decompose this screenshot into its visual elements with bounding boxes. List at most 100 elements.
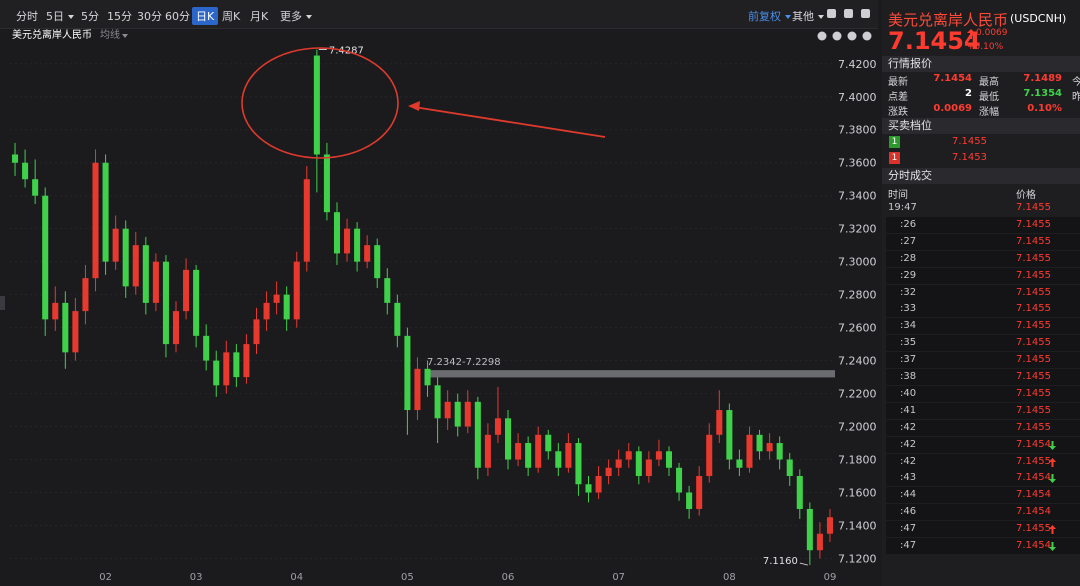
trade-price: 7.1455	[1016, 252, 1051, 264]
stat-value: 7.1489	[1023, 73, 1062, 84]
candle-body	[183, 269, 190, 312]
candle-body	[515, 443, 522, 460]
icon-plus[interactable]	[832, 31, 842, 41]
candle-body	[625, 451, 632, 460]
trade-time: :40	[900, 387, 917, 399]
trade-price: 7.1455	[1016, 235, 1051, 247]
timeframe-tab[interactable]: 更多	[280, 8, 312, 24]
trade-time: :33	[900, 303, 917, 315]
toolbar-menu[interactable]: 其他	[792, 8, 824, 24]
trade-row: :42 7.1455	[886, 453, 1080, 470]
icon-close[interactable]	[862, 31, 872, 41]
candle-body	[132, 245, 139, 287]
trade-row: :42 7.1454	[886, 436, 1080, 453]
toolbar-icon[interactable]	[861, 9, 870, 18]
icon-minus[interactable]	[817, 31, 827, 41]
candle-body	[112, 228, 119, 262]
candle-body	[22, 162, 29, 180]
candle-body	[454, 401, 461, 427]
y-tick-label: 7.4000	[838, 91, 877, 104]
trade-price: 7.1455	[1016, 286, 1051, 298]
timeframe-tab[interactable]: 分时	[16, 10, 38, 23]
candle-body	[233, 352, 240, 378]
last-price: 7.1454	[888, 27, 981, 55]
tick-arrow	[1049, 474, 1056, 484]
trade-time: :37	[900, 354, 917, 366]
chart-title: 美元兑离岸人民币	[12, 28, 92, 41]
trade-row: :28 7.1455	[886, 250, 1080, 267]
candle-body	[333, 212, 340, 254]
trade-price: 7.1455	[1016, 269, 1051, 281]
candle-body	[464, 401, 471, 427]
tick-arrow	[1049, 440, 1056, 450]
stat-label: 最新	[888, 77, 908, 88]
trade-time: :29	[900, 269, 917, 281]
candle-body	[404, 335, 411, 411]
candle-body	[615, 459, 622, 468]
candle-body	[243, 344, 250, 378]
trade-row: :43 7.1454	[886, 470, 1080, 487]
candle-body	[313, 55, 320, 155]
timeframe-tab[interactable]: 30分	[137, 10, 162, 23]
trade-price: 7.1455	[1016, 387, 1051, 399]
book-price: 7.1453	[952, 152, 987, 163]
stat-label: 最低	[979, 92, 999, 103]
trade-row: :44 7.1454	[886, 487, 1080, 504]
candle-body	[595, 476, 602, 493]
candle-body	[213, 360, 220, 386]
toolbar-icon[interactable]	[827, 9, 836, 18]
trade-price: 7.1455	[1016, 523, 1051, 535]
candle-body	[203, 335, 210, 361]
trade-row: :34 7.1455	[886, 318, 1080, 335]
change-arrow	[967, 29, 975, 39]
trade-price: 7.1455	[1016, 421, 1051, 433]
trade-row: :32 7.1455	[886, 284, 1080, 301]
y-tick-label: 7.1400	[838, 519, 877, 532]
toolbar-menu[interactable]: 前复权	[748, 8, 791, 24]
stat-label: 昨	[1072, 92, 1080, 103]
candle-body	[474, 401, 481, 468]
trades-header: 时间	[888, 190, 908, 201]
candle-body	[525, 443, 532, 468]
candle-body	[273, 294, 280, 303]
timeframe-tab[interactable]: 5分	[81, 10, 99, 23]
timeframe-tab[interactable]: 日K	[192, 7, 219, 25]
indicator[interactable]: 均线	[100, 28, 120, 41]
toolbar-icon[interactable]	[844, 9, 853, 18]
candle-body	[796, 476, 803, 509]
timeframe-tab[interactable]: 5日	[46, 8, 74, 24]
timeframe-tab[interactable]: 60分	[165, 10, 190, 23]
candle-body	[645, 459, 652, 477]
trade-row: :33 7.1455	[886, 301, 1080, 318]
candle-body	[635, 451, 642, 477]
left-handle[interactable]	[0, 296, 5, 310]
candle-body	[253, 319, 260, 345]
y-tick-label: 7.2200	[838, 388, 877, 401]
candle-body	[152, 261, 159, 303]
candle-body	[655, 451, 662, 460]
candle-body	[585, 484, 592, 493]
timeframe-tab[interactable]: 周K	[222, 10, 241, 23]
timeframe-tab[interactable]: 15分	[107, 10, 132, 23]
chart: 美元兑离岸人民币 均线 7.1200 7.1400 7.1600 7.1800 7.20…	[0, 28, 877, 583]
y-tick-label: 7.4200	[838, 58, 877, 71]
highlight-circle	[241, 47, 399, 159]
tick-arrow	[1049, 525, 1056, 535]
tick-arrow	[1049, 457, 1056, 467]
trade-row: :38 7.1455	[886, 369, 1080, 385]
candle-body	[806, 508, 813, 551]
stat-value: 7.1354	[1023, 88, 1062, 99]
trade-row: :40 7.1455	[886, 385, 1080, 402]
trade-time: :44	[900, 489, 917, 501]
trade-row: :37 7.1455	[886, 352, 1080, 369]
chart-icons	[817, 31, 872, 41]
trade-price: 7.1454	[1016, 489, 1051, 501]
section-title: 买卖档位	[882, 118, 1080, 134]
timeframe-tab[interactable]: 月K	[250, 10, 269, 23]
stat-label: 涨跌	[888, 107, 908, 118]
instrument-code: (USDCNH)	[1010, 12, 1067, 25]
stat-label: 点差	[888, 92, 908, 103]
icon-settings[interactable]	[847, 31, 857, 41]
trade-price: 7.1455	[1016, 371, 1051, 382]
